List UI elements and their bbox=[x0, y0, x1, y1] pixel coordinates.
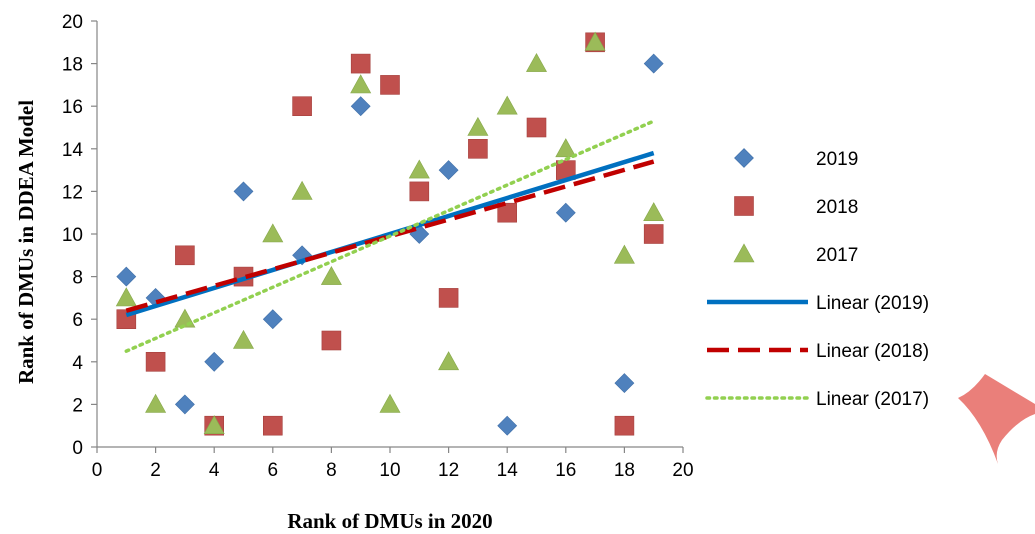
point-2019 bbox=[233, 181, 254, 202]
point-2019 bbox=[555, 202, 576, 223]
point-2017 bbox=[467, 116, 489, 136]
x-tick-label: 6 bbox=[268, 460, 279, 481]
point-2018 bbox=[380, 75, 400, 95]
series-2019 bbox=[116, 53, 664, 436]
point-2017 bbox=[203, 415, 225, 435]
point-2017 bbox=[174, 308, 196, 328]
point-2018 bbox=[292, 96, 312, 116]
point-2018 bbox=[409, 181, 430, 202]
legend-item: 2018 bbox=[734, 196, 858, 218]
y-tick-label: 2 bbox=[72, 395, 83, 416]
axes: 0 2 4 6 8 10 12 14 16 18 20 0 2 4 6 8 10 12 14 16 18 20 bbox=[62, 12, 694, 481]
x-tick-label: 12 bbox=[438, 460, 459, 481]
point-2018 bbox=[497, 202, 518, 223]
series-2018 bbox=[116, 32, 664, 436]
y-tick-label: 16 bbox=[62, 97, 83, 118]
x-tick-label: 8 bbox=[326, 460, 337, 481]
point-2017 bbox=[115, 287, 137, 307]
y-tick-label: 18 bbox=[62, 55, 83, 76]
point-2018 bbox=[145, 351, 166, 372]
trendline-dotted bbox=[124, 119, 656, 353]
x-tick-label: 2 bbox=[150, 460, 161, 481]
point-2017 bbox=[379, 393, 401, 413]
legend-label: 2017 bbox=[816, 245, 858, 266]
legend-label: Linear (2017) bbox=[816, 389, 929, 410]
y-tick-label: 4 bbox=[72, 353, 83, 374]
legend: 2019 2018 2017 Linear (2019) Linear (2018) Li… bbox=[705, 148, 929, 410]
point-2019 bbox=[438, 160, 459, 181]
legend-label: Linear (2019) bbox=[816, 293, 929, 314]
y-tick-label: 10 bbox=[62, 225, 83, 246]
legend-item: Linear (2019) bbox=[707, 293, 929, 314]
point-2017 bbox=[438, 351, 460, 371]
x-axis-title: Rank of DMUs in 2020 bbox=[287, 509, 492, 533]
point-2017 bbox=[320, 265, 342, 285]
y-tick-label: 14 bbox=[62, 140, 84, 161]
point-2019 bbox=[204, 351, 225, 372]
point-2017 bbox=[584, 31, 606, 51]
point-2017 bbox=[643, 202, 665, 221]
legend-item: 2017 bbox=[733, 243, 858, 266]
legend-item: 2019 bbox=[734, 148, 858, 170]
x-tick-label: 4 bbox=[209, 460, 220, 481]
x-tick-label: 10 bbox=[379, 460, 400, 481]
point-2017 bbox=[350, 74, 372, 94]
legend-item: Linear (2017) bbox=[705, 389, 929, 410]
point-2017 bbox=[262, 223, 284, 243]
y-tick-label: 6 bbox=[72, 310, 83, 331]
point-2018 bbox=[175, 245, 195, 266]
y-tick-label: 20 bbox=[62, 12, 83, 33]
point-2018 bbox=[526, 117, 547, 138]
pen-tip-decoration bbox=[958, 374, 1035, 464]
point-2019 bbox=[614, 373, 635, 394]
trendline-solid bbox=[125, 150, 655, 318]
x-tick-label: 16 bbox=[555, 460, 576, 481]
x-tick-label: 0 bbox=[92, 460, 103, 481]
legend-swatch-square bbox=[734, 196, 754, 216]
x-tick-label: 14 bbox=[497, 460, 519, 481]
legend-label: 2019 bbox=[816, 149, 858, 170]
point-2019 bbox=[643, 53, 664, 74]
point-2019 bbox=[174, 394, 195, 415]
plot-area bbox=[115, 31, 665, 436]
point-2018 bbox=[262, 415, 283, 436]
legend-swatch-triangle bbox=[733, 243, 755, 263]
point-2018 bbox=[438, 288, 459, 308]
point-2017 bbox=[145, 393, 167, 413]
point-2018 bbox=[321, 330, 342, 351]
point-2019 bbox=[116, 266, 137, 287]
point-2019 bbox=[350, 96, 371, 117]
point-2018 bbox=[614, 415, 635, 436]
point-2017 bbox=[555, 138, 577, 158]
point-2017 bbox=[613, 244, 635, 264]
y-tick-label: 12 bbox=[62, 182, 83, 203]
point-2018 bbox=[468, 139, 488, 159]
y-tick-label: 0 bbox=[72, 438, 83, 459]
point-2017 bbox=[496, 95, 518, 115]
point-2017 bbox=[525, 52, 548, 72]
series-2017 bbox=[115, 31, 665, 435]
legend-item: Linear (2018) bbox=[707, 341, 929, 362]
point-2018 bbox=[350, 53, 371, 74]
point-2019 bbox=[262, 309, 283, 330]
point-2017 bbox=[232, 329, 255, 349]
y-tick-label: 8 bbox=[72, 268, 83, 289]
x-tick-label: 18 bbox=[614, 460, 635, 481]
x-tick-label: 20 bbox=[672, 460, 693, 481]
point-2019 bbox=[497, 415, 518, 436]
point-2017 bbox=[291, 180, 313, 200]
point-2017 bbox=[408, 159, 430, 179]
point-2018 bbox=[643, 224, 664, 244]
y-axis-title: Rank of DMUs in DDEA Model bbox=[14, 100, 38, 384]
legend-swatch-diamond bbox=[734, 148, 754, 168]
legend-label: 2018 bbox=[816, 197, 858, 218]
legend-label: Linear (2018) bbox=[816, 341, 929, 362]
